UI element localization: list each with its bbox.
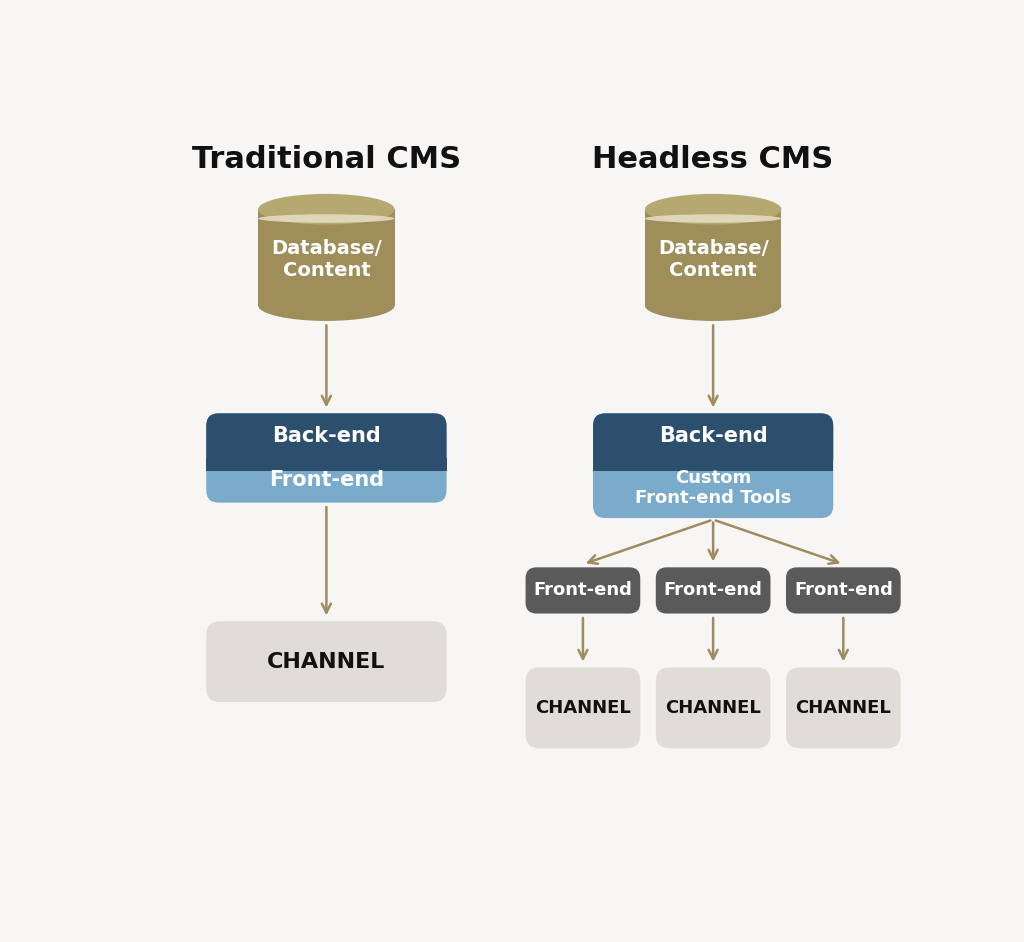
Text: CHANNEL: CHANNEL: [666, 699, 761, 717]
FancyBboxPatch shape: [206, 621, 446, 702]
Bar: [206, 458, 446, 471]
Ellipse shape: [258, 194, 394, 225]
FancyBboxPatch shape: [525, 668, 640, 748]
Text: Back-end: Back-end: [658, 426, 768, 446]
Ellipse shape: [645, 194, 781, 225]
Ellipse shape: [258, 214, 394, 222]
Text: Front-end: Front-end: [534, 581, 633, 599]
FancyBboxPatch shape: [593, 414, 834, 470]
Text: Front-end: Front-end: [664, 581, 763, 599]
Bar: [593, 458, 834, 471]
Text: Database/
Content: Database/ Content: [271, 239, 382, 280]
FancyBboxPatch shape: [786, 668, 901, 748]
Text: Front-end: Front-end: [794, 581, 893, 599]
Text: Front-end: Front-end: [269, 470, 384, 491]
FancyBboxPatch shape: [525, 567, 640, 613]
FancyBboxPatch shape: [593, 414, 834, 518]
Text: CHANNEL: CHANNEL: [536, 699, 631, 717]
Text: Traditional CMS: Traditional CMS: [191, 145, 461, 174]
Ellipse shape: [258, 290, 394, 321]
Text: CHANNEL: CHANNEL: [267, 652, 386, 672]
Text: Headless CMS: Headless CMS: [593, 145, 834, 174]
FancyBboxPatch shape: [786, 567, 901, 613]
Text: Back-end: Back-end: [272, 426, 381, 446]
Text: CHANNEL: CHANNEL: [796, 699, 891, 717]
Text: Database/
Content: Database/ Content: [657, 239, 768, 280]
FancyBboxPatch shape: [655, 668, 770, 748]
Polygon shape: [258, 209, 394, 305]
Ellipse shape: [645, 290, 781, 321]
FancyBboxPatch shape: [206, 414, 446, 503]
Text: Custom
Front-end Tools: Custom Front-end Tools: [635, 468, 792, 508]
FancyBboxPatch shape: [655, 567, 770, 613]
Ellipse shape: [645, 214, 781, 222]
FancyBboxPatch shape: [206, 414, 446, 470]
Polygon shape: [645, 209, 781, 305]
